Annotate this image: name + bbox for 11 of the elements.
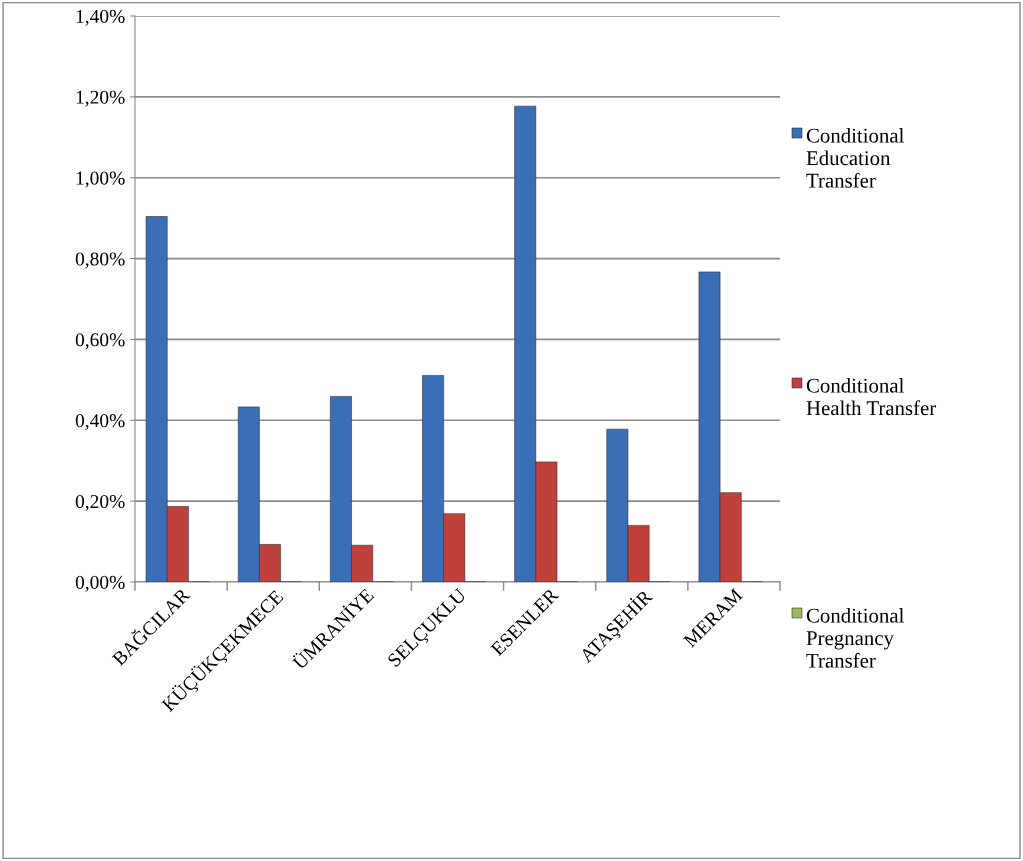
legend-label: Conditional Education Transfer [806,128,904,188]
y-tick-label: 0,60% [75,333,125,350]
legend-label: Conditional Pregnancy Transfer [806,608,904,668]
y-tick-label: 1,00% [76,171,125,188]
y-tick-label: 0,80% [75,252,125,269]
y-tick-label: 0,00% [75,575,125,592]
y-tick-label: 0,20% [75,494,125,511]
legend-label: Conditional Health Transfer [806,378,937,416]
y-tick-label: 0,40% [75,414,125,431]
y-tick-label: 1,40% [76,9,125,26]
y-tick-label: 1,20% [76,90,125,107]
